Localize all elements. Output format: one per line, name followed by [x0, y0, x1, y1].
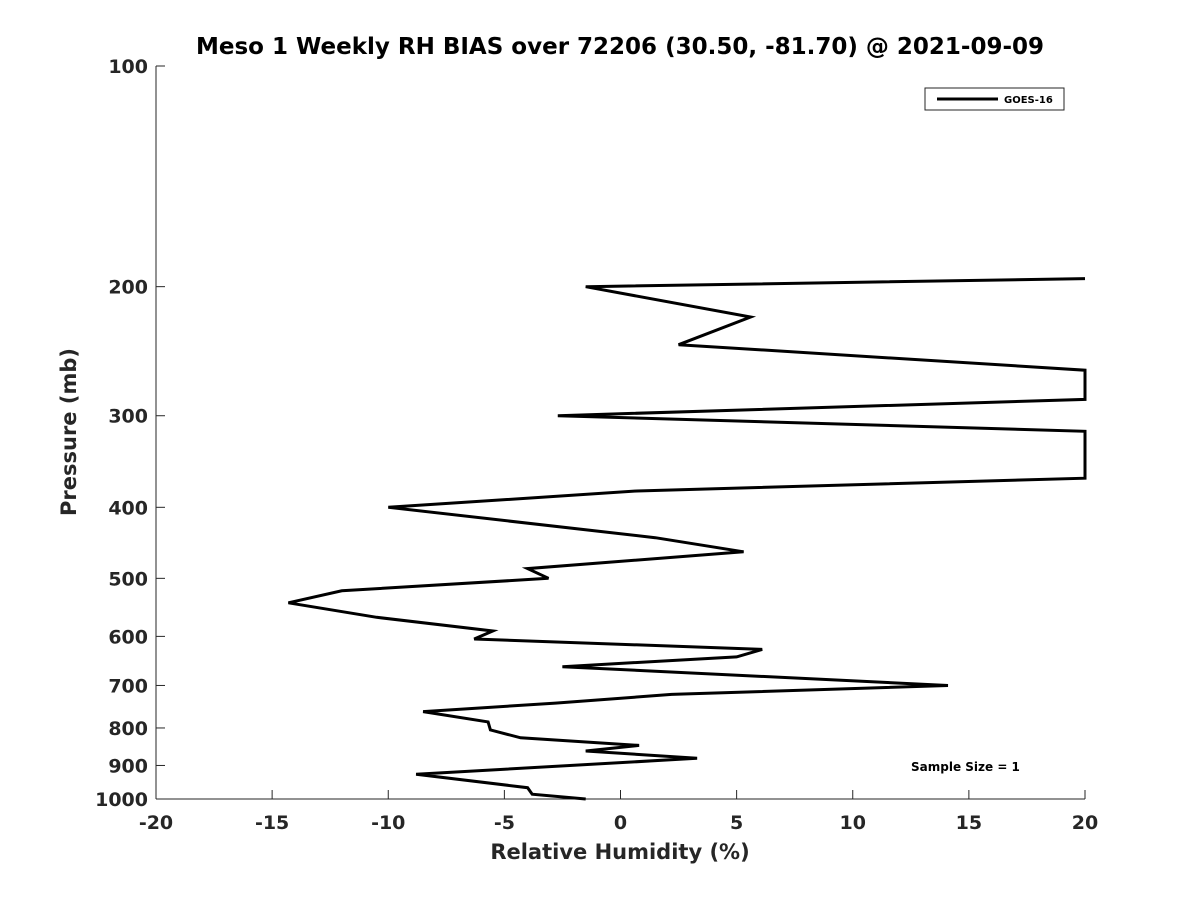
- y-ticks: 100 200 300 400 500 600 700 800 900 1000: [95, 56, 165, 811]
- y-tick-label: 900: [108, 755, 148, 777]
- x-tick-label: 20: [1072, 812, 1098, 834]
- chart-title: Meso 1 Weekly RH BIAS over 72206 (30.50,…: [196, 34, 1044, 60]
- y-tick-label: 200: [108, 277, 148, 299]
- x-tick-label: 15: [956, 812, 982, 834]
- x-tick-label: -20: [139, 812, 173, 834]
- x-tick-label: 0: [614, 812, 627, 834]
- y-tick-label: 700: [108, 675, 148, 697]
- series-line-goes-16: [288, 277, 1087, 801]
- legend-label: GOES-16: [1004, 95, 1053, 106]
- x-tick-label: -10: [371, 812, 405, 834]
- x-axis: -20 -15 -10 -5 0 5 10 15 20: [139, 790, 1098, 834]
- series-layer: [288, 277, 1087, 801]
- y-tick-label: 1000: [95, 789, 148, 811]
- sample-size-annotation: Sample Size = 1: [911, 760, 1020, 774]
- x-tick-label: -5: [494, 812, 515, 834]
- y-axis: 100 200 300 400 500 600 700 800 900 1000: [95, 56, 165, 811]
- y-tick-label: 500: [108, 568, 148, 590]
- y-tick-label: 300: [108, 406, 148, 428]
- x-tick-label: 5: [730, 812, 743, 834]
- x-tick-label: -15: [255, 812, 289, 834]
- y-axis-label: Pressure (mb): [57, 348, 81, 516]
- legend: GOES-16: [924, 87, 1065, 111]
- y-tick-label: 800: [108, 718, 148, 740]
- x-axis-label: Relative Humidity (%): [490, 840, 749, 864]
- x-ticks: -20 -15 -10 -5 0 5 10 15 20: [139, 790, 1098, 834]
- y-tick-label: 100: [108, 56, 148, 78]
- x-tick-label: 10: [840, 812, 866, 834]
- y-tick-label: 400: [108, 497, 148, 519]
- y-tick-label: 600: [108, 626, 148, 648]
